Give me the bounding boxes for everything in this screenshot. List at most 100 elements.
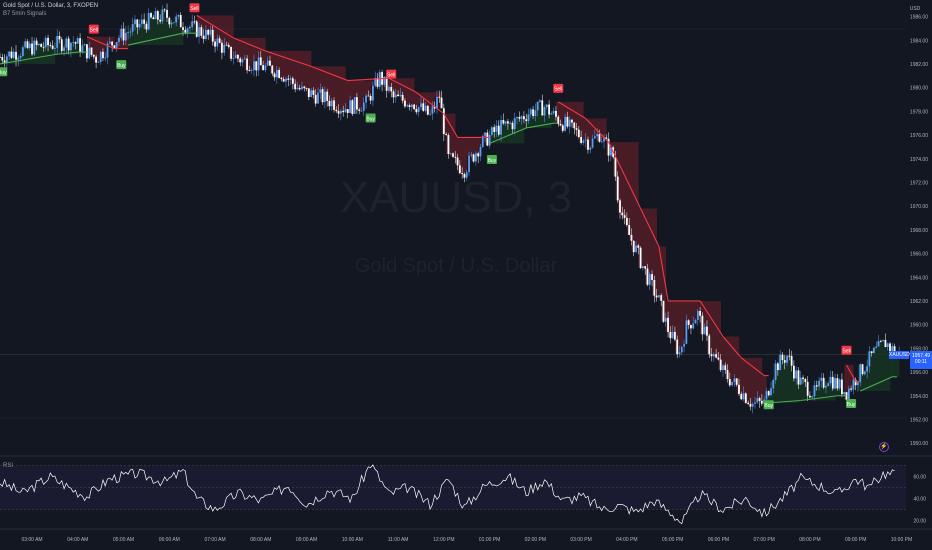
band-slice bbox=[803, 381, 806, 401]
candle-body bbox=[202, 35, 205, 40]
band-slice bbox=[652, 208, 655, 296]
grid-lines bbox=[0, 28, 932, 530]
time-tick-label: 01:00 PM bbox=[479, 537, 500, 543]
band-slice bbox=[93, 36, 97, 63]
band-slice bbox=[755, 357, 758, 399]
band-slice bbox=[757, 357, 760, 401]
candle-body bbox=[188, 26, 191, 29]
band-slice bbox=[624, 142, 628, 226]
candle-body bbox=[811, 396, 814, 398]
candle-body bbox=[310, 90, 313, 97]
candle-body bbox=[397, 94, 399, 97]
band-slice bbox=[860, 374, 863, 392]
band-slice bbox=[473, 137, 477, 154]
candle-body bbox=[406, 105, 409, 107]
candle-body bbox=[724, 365, 727, 371]
stop-segment bbox=[310, 65, 348, 82]
time-tick-label: 07:00 AM bbox=[204, 537, 225, 543]
lightning-icon[interactable]: ⚡ bbox=[879, 442, 889, 452]
stop-segment bbox=[640, 208, 660, 247]
band-slice bbox=[741, 357, 744, 394]
band-slice bbox=[745, 357, 749, 405]
band-slice bbox=[718, 300, 721, 371]
band-slice bbox=[0, 60, 3, 64]
band-slice bbox=[347, 80, 351, 101]
candle-body bbox=[118, 37, 120, 43]
candle-body bbox=[841, 379, 843, 395]
candle-body bbox=[541, 100, 544, 116]
candle-body bbox=[726, 370, 729, 380]
candle-body bbox=[131, 24, 134, 32]
candle-body bbox=[12, 51, 15, 58]
candle-body bbox=[662, 300, 665, 322]
band-slice bbox=[494, 125, 497, 144]
band-slice bbox=[171, 22, 175, 46]
band-slice bbox=[139, 19, 143, 46]
candle-body bbox=[134, 19, 136, 25]
time-axis[interactable]: 03:00 AM 04:00 AM 05:00 AM 06:00 AM 07:00 AM… bbox=[21, 537, 912, 543]
band-slice bbox=[400, 78, 403, 101]
candle-body bbox=[859, 364, 862, 383]
candle-body bbox=[161, 9, 164, 22]
band-slice bbox=[480, 136, 484, 138]
band-slice bbox=[677, 300, 680, 353]
band-slice bbox=[889, 346, 893, 377]
band-slice bbox=[375, 80, 378, 87]
candle-body bbox=[294, 83, 297, 90]
candle-body bbox=[339, 110, 342, 114]
sell-signal-label: Sell bbox=[842, 349, 850, 355]
candle-body bbox=[97, 61, 100, 63]
watermark: XAUUSD, 3 Gold Spot / U.S. Dollar bbox=[340, 173, 572, 277]
candle-body bbox=[433, 106, 436, 109]
candle-body bbox=[37, 43, 40, 46]
band-slice bbox=[576, 101, 580, 137]
candle-body bbox=[211, 29, 214, 42]
band-slice bbox=[267, 50, 271, 66]
band-slice bbox=[571, 101, 575, 129]
band-slice bbox=[457, 137, 461, 174]
band-slice bbox=[727, 336, 731, 386]
candle-body bbox=[56, 36, 59, 48]
candle-body bbox=[566, 116, 569, 127]
band-slice bbox=[567, 101, 570, 120]
band-slice bbox=[379, 80, 383, 85]
rsi-pane bbox=[0, 464, 906, 525]
buy-signal-label: Buy bbox=[847, 402, 856, 408]
candle-body bbox=[639, 247, 642, 269]
candle-body bbox=[72, 42, 75, 43]
candle-body bbox=[621, 212, 624, 216]
band-slice bbox=[395, 78, 399, 97]
candle-body bbox=[296, 87, 299, 90]
band-slice bbox=[690, 300, 694, 324]
band-slice bbox=[816, 380, 820, 401]
candle-body bbox=[367, 95, 370, 97]
band-slice bbox=[20, 47, 24, 64]
band-slice bbox=[684, 300, 687, 321]
band-slice bbox=[601, 118, 605, 138]
candle-body bbox=[271, 65, 274, 74]
candle-body bbox=[564, 116, 567, 131]
band-slice bbox=[654, 208, 657, 298]
candle-body bbox=[67, 38, 70, 51]
candle-body bbox=[687, 320, 690, 325]
candle-body bbox=[417, 107, 420, 113]
candle-body bbox=[392, 91, 395, 98]
buy-signal-box bbox=[486, 154, 497, 164]
band-slice bbox=[885, 343, 888, 392]
band-slice bbox=[469, 137, 472, 155]
candle-body bbox=[767, 391, 770, 396]
price-tick-label: 1978.00 bbox=[910, 109, 928, 115]
band-slice bbox=[681, 300, 685, 344]
band-slice bbox=[411, 78, 415, 110]
candle-body bbox=[875, 346, 878, 348]
rsi-axis[interactable]: 20.00 40.00 60.00 bbox=[913, 475, 926, 525]
band-slice bbox=[377, 72, 381, 81]
band-slice bbox=[777, 354, 781, 403]
band-slice bbox=[546, 114, 550, 128]
band-slice bbox=[32, 40, 35, 64]
band-slice bbox=[247, 37, 250, 71]
band-slice bbox=[693, 300, 696, 320]
candle-body bbox=[497, 125, 500, 135]
price-axis[interactable]: 1950.00 1952.00 1954.00 1956.00 1958.00 1960.… bbox=[910, 6, 928, 447]
